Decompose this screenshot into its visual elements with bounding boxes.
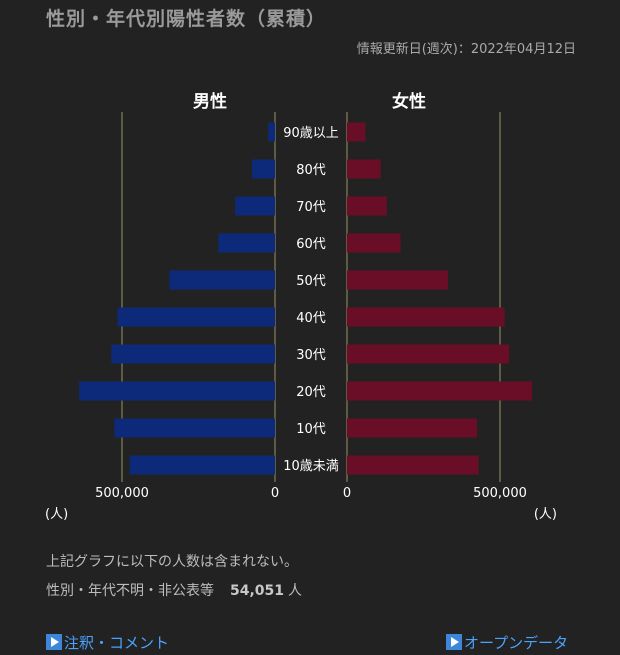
category-label: 80代 <box>296 163 326 178</box>
bar-female <box>347 307 505 327</box>
bar-male <box>129 455 275 475</box>
play-icon <box>46 634 62 650</box>
legend-male: 男性 <box>193 91 227 112</box>
notes-comments-link[interactable]: 注釈・コメント <box>46 632 169 653</box>
category-label: 40代 <box>296 311 326 326</box>
bar-male <box>114 418 275 438</box>
bar-female <box>347 122 366 142</box>
updated-date: 情報更新日(週次)：2022年04月12日 <box>356 42 576 57</box>
exclusion-note: 上記グラフに以下の人数は含まれない。 <box>46 554 298 570</box>
tick-label: 0 <box>343 486 351 501</box>
category-label: 90歳以上 <box>283 126 339 141</box>
tick-label: 0 <box>271 486 279 501</box>
bar-female <box>347 159 381 179</box>
bar-male <box>79 381 275 401</box>
bar-male <box>218 233 275 253</box>
unknown-count-label: 性別・年代不明・非公表等 <box>46 583 214 599</box>
tick-label: 500,000 <box>473 486 527 501</box>
legend-female: 女性 <box>392 91 426 112</box>
notes-comments-link-label: 注釈・コメント <box>64 634 170 652</box>
bar-female <box>347 381 533 401</box>
population-pyramid-chart: 男性 女性 90歳以上 80代 70代 60代 50代 40代 30代 20代 10代 10歳未満 50… <box>45 91 557 522</box>
play-icon <box>446 634 462 650</box>
bar-male <box>111 344 275 364</box>
bar-female <box>347 344 510 364</box>
unknown-count-value: 54,051 <box>230 583 285 599</box>
bar-female <box>347 455 479 475</box>
unit-label-left: (人) <box>45 507 68 522</box>
bar-male <box>117 307 275 327</box>
category-label: 50代 <box>296 274 326 289</box>
bar-male <box>268 122 275 142</box>
bar-female <box>347 233 401 253</box>
open-data-link[interactable]: オープンデータ <box>446 632 568 653</box>
bar-male <box>169 270 275 290</box>
bar-female <box>347 270 448 290</box>
category-label: 20代 <box>296 385 326 400</box>
tick-label: 500,000 <box>95 486 149 501</box>
bar-male <box>235 196 275 216</box>
open-data-link-label: オープンデータ <box>464 634 569 652</box>
unknown-count-note: 性別・年代不明・非公表等 54,051 人 <box>46 580 302 600</box>
unknown-count-unit: 人 <box>288 583 303 599</box>
bar-female <box>347 196 387 216</box>
category-label: 70代 <box>296 200 326 215</box>
bar-female <box>347 418 478 438</box>
category-label: 30代 <box>296 348 326 363</box>
page-title: 性別・年代別陽性者数（累積） <box>46 8 327 30</box>
category-label: 10代 <box>296 422 326 437</box>
category-label: 10歳未満 <box>283 459 339 474</box>
category-label: 60代 <box>296 237 326 252</box>
bar-male <box>252 159 275 179</box>
unit-label-right: (人) <box>534 507 557 522</box>
